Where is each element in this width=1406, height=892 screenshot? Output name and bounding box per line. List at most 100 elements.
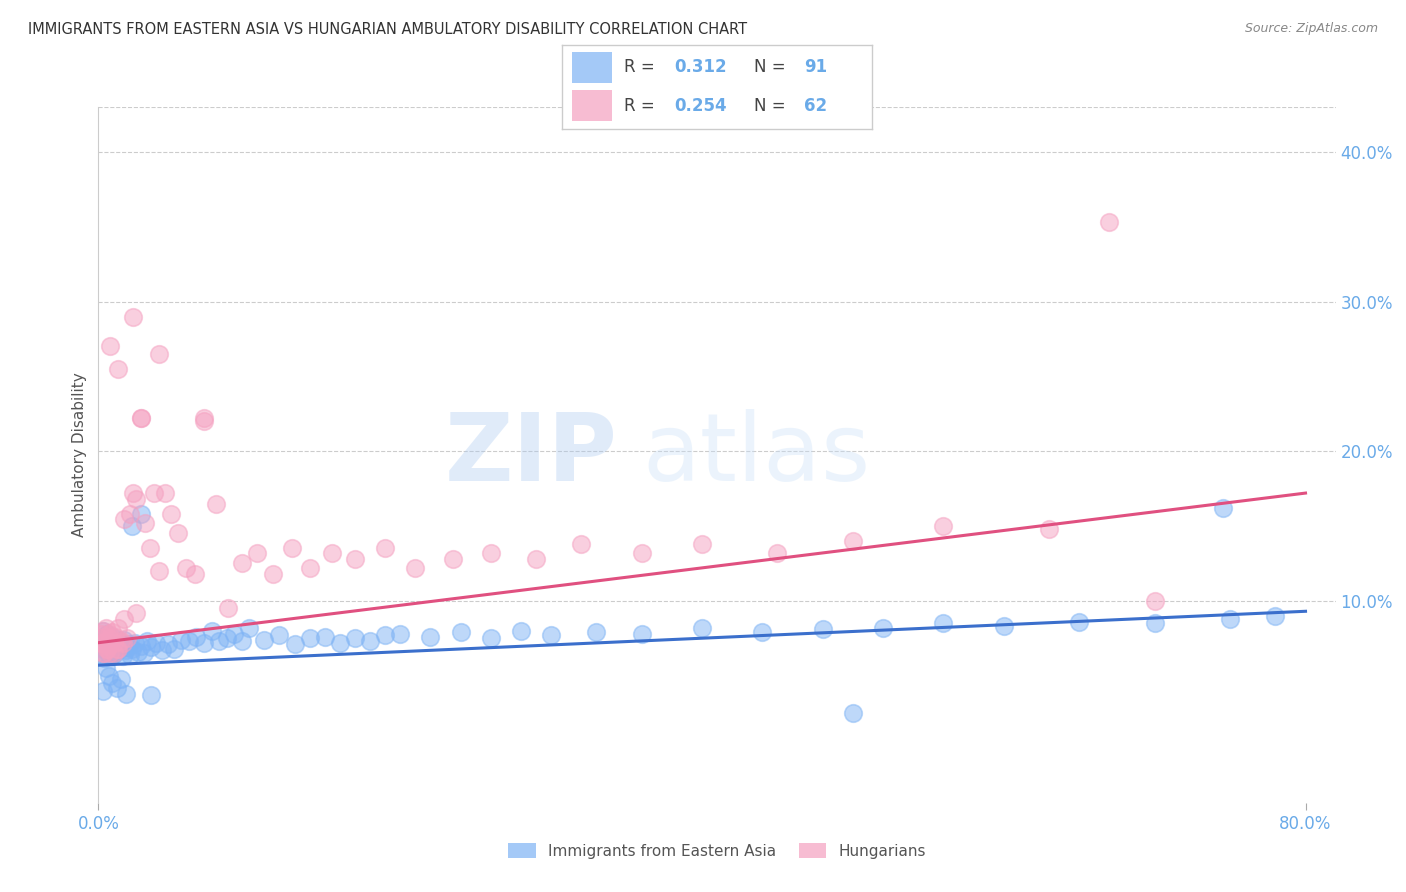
Point — [343, 552, 366, 566]
Point — [1143, 616, 1166, 631]
Point — [389, 626, 412, 640]
Point — [1212, 501, 1234, 516]
Point — [193, 636, 215, 650]
Point — [108, 641, 131, 656]
Point — [262, 566, 284, 581]
Point — [121, 641, 143, 656]
Text: atlas: atlas — [643, 409, 872, 501]
Point — [94, 639, 117, 653]
Point — [811, 622, 834, 636]
Text: N =: N = — [754, 59, 792, 77]
Point — [94, 621, 117, 635]
Point — [96, 641, 118, 656]
Point — [121, 519, 143, 533]
Point — [170, 632, 193, 647]
Point — [359, 634, 381, 648]
Point — [540, 628, 562, 642]
Point — [89, 631, 111, 645]
Point — [94, 639, 117, 653]
Point — [314, 630, 336, 644]
Point — [100, 645, 122, 659]
Point — [217, 601, 239, 615]
Legend: Immigrants from Eastern Asia, Hungarians: Immigrants from Eastern Asia, Hungarians — [502, 837, 932, 864]
Point — [569, 537, 592, 551]
Point — [110, 634, 132, 648]
Bar — [572, 53, 612, 83]
Point — [129, 507, 152, 521]
Point — [101, 649, 124, 664]
Point — [100, 636, 122, 650]
Point — [98, 648, 121, 662]
Point — [127, 645, 149, 659]
Point — [184, 566, 207, 581]
Point — [298, 561, 321, 575]
Point — [138, 541, 160, 556]
Point — [94, 661, 117, 675]
Point — [103, 646, 125, 660]
Point — [298, 631, 321, 645]
Point — [89, 631, 111, 645]
Point — [148, 564, 170, 578]
Point — [90, 636, 112, 650]
Text: 62: 62 — [804, 96, 827, 114]
Text: R =: R = — [624, 96, 661, 114]
Point — [441, 552, 464, 566]
Point — [215, 631, 238, 645]
Point — [374, 541, 396, 556]
Point — [134, 516, 156, 530]
Point — [93, 636, 115, 650]
Point — [96, 641, 118, 656]
Point — [98, 634, 121, 648]
Point — [104, 636, 127, 650]
Point — [872, 621, 894, 635]
Point — [160, 507, 183, 521]
Text: N =: N = — [754, 96, 792, 114]
Point — [93, 646, 115, 660]
Point — [200, 624, 222, 638]
Point — [101, 625, 124, 640]
Point — [91, 683, 114, 698]
Point — [110, 636, 132, 650]
Point — [104, 630, 127, 644]
Point — [167, 526, 190, 541]
Point — [690, 621, 713, 635]
Point — [374, 628, 396, 642]
Point — [690, 537, 713, 551]
Point — [842, 533, 865, 548]
Point — [993, 619, 1015, 633]
Point — [141, 688, 163, 702]
Point — [135, 634, 157, 648]
Point — [129, 639, 152, 653]
Point — [120, 507, 142, 521]
Point — [90, 636, 112, 650]
Point — [177, 634, 200, 648]
Text: Source: ZipAtlas.com: Source: ZipAtlas.com — [1244, 22, 1378, 36]
Point — [284, 637, 307, 651]
Text: 91: 91 — [804, 59, 827, 77]
Point — [132, 646, 155, 660]
Point — [524, 552, 547, 566]
Text: 0.312: 0.312 — [673, 59, 727, 77]
Point — [1264, 608, 1286, 623]
Point — [103, 645, 125, 659]
Bar — [572, 90, 612, 120]
Point — [90, 646, 112, 660]
Point — [91, 641, 114, 656]
Point — [153, 486, 176, 500]
Point — [94, 631, 117, 645]
Point — [110, 672, 132, 686]
Point — [111, 649, 134, 664]
Point — [932, 519, 955, 533]
Point — [231, 634, 253, 648]
Point — [115, 631, 138, 645]
Point — [129, 411, 152, 425]
Point — [766, 546, 789, 560]
Point — [98, 668, 121, 682]
Point — [193, 414, 215, 428]
Point — [101, 676, 124, 690]
Point — [112, 511, 135, 525]
Point — [148, 347, 170, 361]
Point — [107, 362, 129, 376]
Point — [156, 637, 179, 651]
Point — [124, 636, 146, 650]
